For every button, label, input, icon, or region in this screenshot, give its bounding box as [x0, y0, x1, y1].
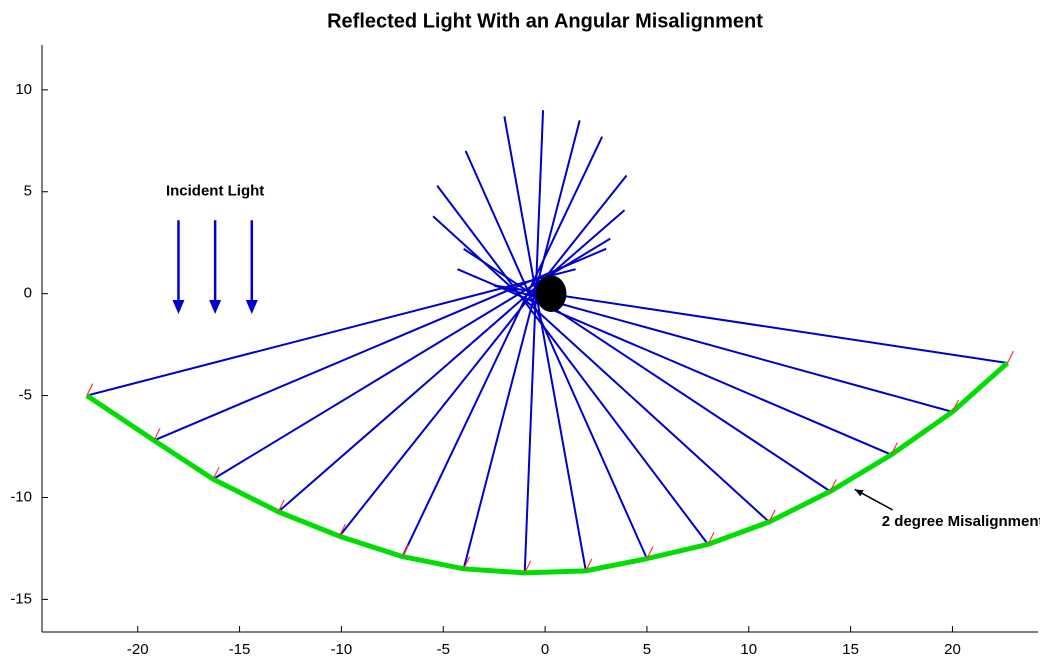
mirror-curve [87, 363, 1008, 573]
x-tick-label: -20 [127, 641, 149, 658]
x-tick-label: 20 [944, 641, 961, 658]
y-tick-label: -10 [10, 488, 32, 505]
x-tick-label: 10 [740, 641, 757, 658]
reflected-ray [437, 186, 708, 545]
reflected-ray [494, 286, 1007, 363]
x-tick-label: -15 [229, 641, 251, 658]
annotation: Incident Light [166, 183, 264, 200]
arrow-head [209, 300, 221, 314]
arrow-head [172, 300, 184, 314]
y-tick-label: 5 [24, 183, 32, 200]
reflected-ray [458, 269, 892, 454]
reflected-ray [278, 210, 624, 512]
focus [536, 275, 567, 312]
x-tick-label: 5 [643, 641, 651, 658]
x-tick-label: -10 [331, 641, 353, 658]
y-tick-label: 0 [24, 285, 32, 302]
x-tick-label: 0 [541, 641, 549, 658]
reflected-ray [464, 249, 831, 492]
y-tick-label: 10 [15, 81, 32, 98]
x-tick-label: 15 [842, 641, 859, 658]
y-tick-label: -5 [19, 387, 32, 404]
reflected-ray [339, 175, 626, 536]
y-tick-label: -15 [10, 590, 32, 607]
arrow-head [246, 300, 258, 314]
chart: Reflected Light With an Angular Misalign… [0, 0, 1040, 661]
annotation: 2 degree Misalignment [882, 513, 1040, 530]
x-tick-label: -5 [437, 641, 450, 658]
incident-tick [1007, 351, 1013, 363]
reflected-ray [525, 110, 543, 573]
chart-title: Reflected Light With an Angular Misalign… [327, 10, 763, 32]
